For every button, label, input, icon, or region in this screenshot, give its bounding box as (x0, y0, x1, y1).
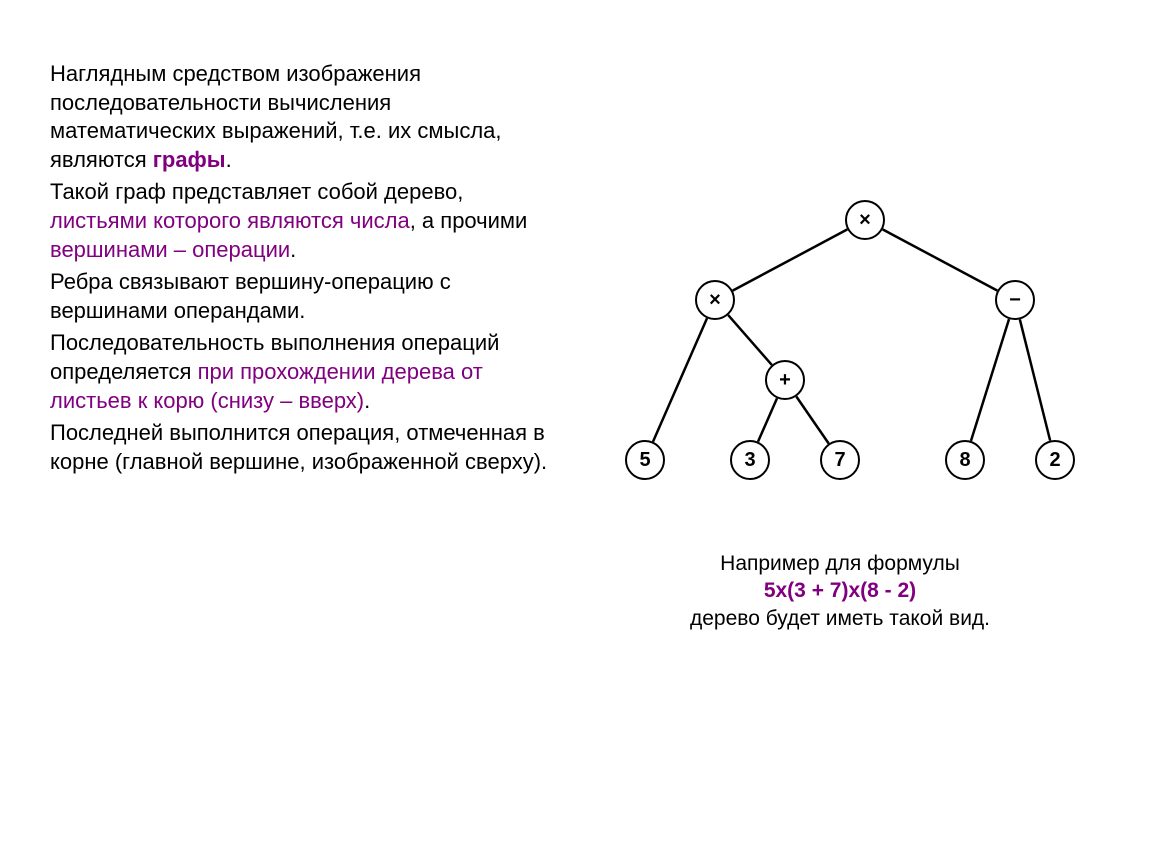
tree-edge (758, 398, 777, 441)
tree-node-minus: − (995, 280, 1035, 320)
diagram-column: × × − +5 3 7 8 2 Например для формулы 5х(3 + 7)… (560, 60, 1100, 632)
paragraph-4: Последовательность выполнения операций о… (50, 329, 560, 415)
caption-formula: 5х(3 + 7)х(8 - 2) (764, 579, 916, 602)
text-span: . (226, 147, 232, 172)
text-span: , а прочими (410, 208, 528, 233)
text-span: Такой граф представляет собой дерево, (50, 179, 463, 204)
expression-tree: × × − +5 3 7 8 2 (600, 190, 1080, 510)
paragraph-1: Наглядным средством изображения последов… (50, 60, 560, 174)
text-span: Наглядным средством изображения последов… (50, 61, 502, 172)
tree-edge (883, 229, 998, 290)
text-column: Наглядным средством изображения последов… (50, 60, 560, 632)
tree-node-plus: + (765, 360, 805, 400)
tree-edge (971, 319, 1009, 441)
tree-node-n2: 2 (1035, 440, 1075, 480)
text-span: . (364, 388, 370, 413)
highlight-span: вершинами – операции (50, 237, 290, 262)
tree-edge (1020, 319, 1050, 440)
text-span: . (290, 237, 296, 262)
tree-edge (796, 396, 828, 443)
caption-line1: Например для формулы (720, 552, 960, 575)
tree-edge (653, 318, 707, 441)
tree-caption: Например для формулы 5х(3 + 7)х(8 - 2) д… (590, 550, 1090, 632)
tree-node-root: × (845, 200, 885, 240)
tree-node-n3: 3 (730, 440, 770, 480)
highlight-span: графы (153, 147, 226, 172)
tree-node-n8: 8 (945, 440, 985, 480)
paragraph-5: Последней выполнится операция, отмеченна… (50, 419, 560, 476)
tree-edge (733, 229, 848, 290)
paragraph-2: Такой граф представляет собой дерево, ли… (50, 178, 560, 264)
caption-line2: дерево будет иметь такой вид. (690, 607, 990, 630)
highlight-span: листьями которого являются числа (50, 208, 410, 233)
tree-node-n5: 5 (625, 440, 665, 480)
tree-edge (728, 315, 772, 365)
tree-node-mul2: × (695, 280, 735, 320)
paragraph-3: Ребра связывают вершину-операцию с верши… (50, 268, 560, 325)
tree-node-n7: 7 (820, 440, 860, 480)
